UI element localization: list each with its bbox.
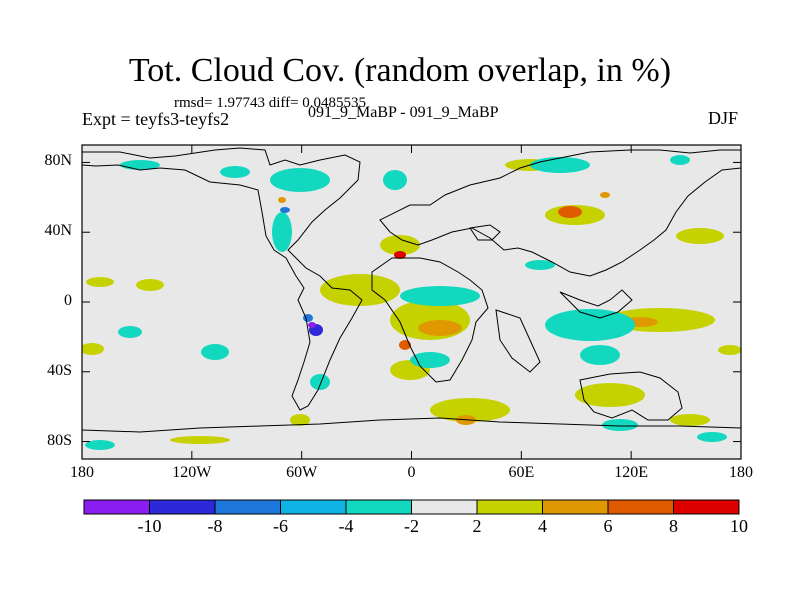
colorbar-swatch	[214, 499, 281, 515]
plot-title: Tot. Cloud Cov. (random overlap, in %)	[128, 52, 672, 89]
strong-positive-regions	[278, 192, 658, 425]
lon-label-0: 0	[407, 464, 416, 481]
lat-label-80N: 80N	[44, 152, 72, 170]
lon-label-120W: 120W	[172, 464, 212, 481]
colorbar-label: -10	[137, 516, 162, 536]
lon-label-60E: 60E	[508, 464, 535, 481]
season-label: DJF	[708, 108, 739, 128]
colorbar-swatch	[673, 499, 740, 515]
stats-text: rmsd= 1.97743 diff= 0.0485535	[174, 95, 367, 111]
colorbar-label: 4	[538, 516, 547, 536]
map-frame	[81, 144, 742, 460]
positive-anomaly-regions	[82, 159, 741, 444]
lon-label-180: 180	[70, 464, 94, 481]
colorbar-label: 10	[730, 516, 748, 536]
lat-label-40N: 40N	[44, 222, 72, 240]
lat-label-0: 0	[64, 292, 72, 309]
coastlines	[82, 147, 741, 433]
colorbar-swatch	[345, 499, 412, 515]
map-background-field	[82, 145, 741, 459]
colorbar-swatch	[149, 499, 216, 515]
lat-label-40S: 40S	[47, 361, 72, 379]
negative-anomaly-regions	[85, 155, 727, 450]
colorbar-label: 2	[472, 516, 482, 536]
colorbar-label: -8	[207, 516, 223, 536]
lon-label-180: 180	[729, 464, 753, 481]
colorbar-swatch	[411, 499, 478, 515]
colorbar-swatch	[83, 499, 150, 515]
longitude-ticks	[81, 145, 742, 459]
colorbar-label: -2	[404, 516, 419, 536]
colorbar-label: -4	[338, 516, 354, 536]
lon-label-120E: 120E	[614, 464, 649, 481]
colorbar-label: 6	[603, 516, 613, 536]
lon-label-60W: 60W	[286, 464, 318, 481]
lat-label-80S: 80S	[47, 431, 72, 449]
colorbar-label: 8	[669, 516, 678, 536]
colorbar-label: -6	[273, 516, 288, 536]
latitude-ticks	[82, 161, 741, 443]
colorbar-swatch	[280, 499, 347, 515]
colorbar-swatch	[607, 499, 674, 515]
colorbar	[83, 499, 740, 515]
period-label: 091_9_MaBP - 091_9_MaBP	[308, 104, 499, 121]
colorbar-swatch	[542, 499, 609, 515]
colorbar-swatch	[476, 499, 543, 515]
experiment-label: Expt = teyfs3-teyfs2	[82, 109, 230, 129]
strong-negative-regions	[280, 207, 323, 336]
